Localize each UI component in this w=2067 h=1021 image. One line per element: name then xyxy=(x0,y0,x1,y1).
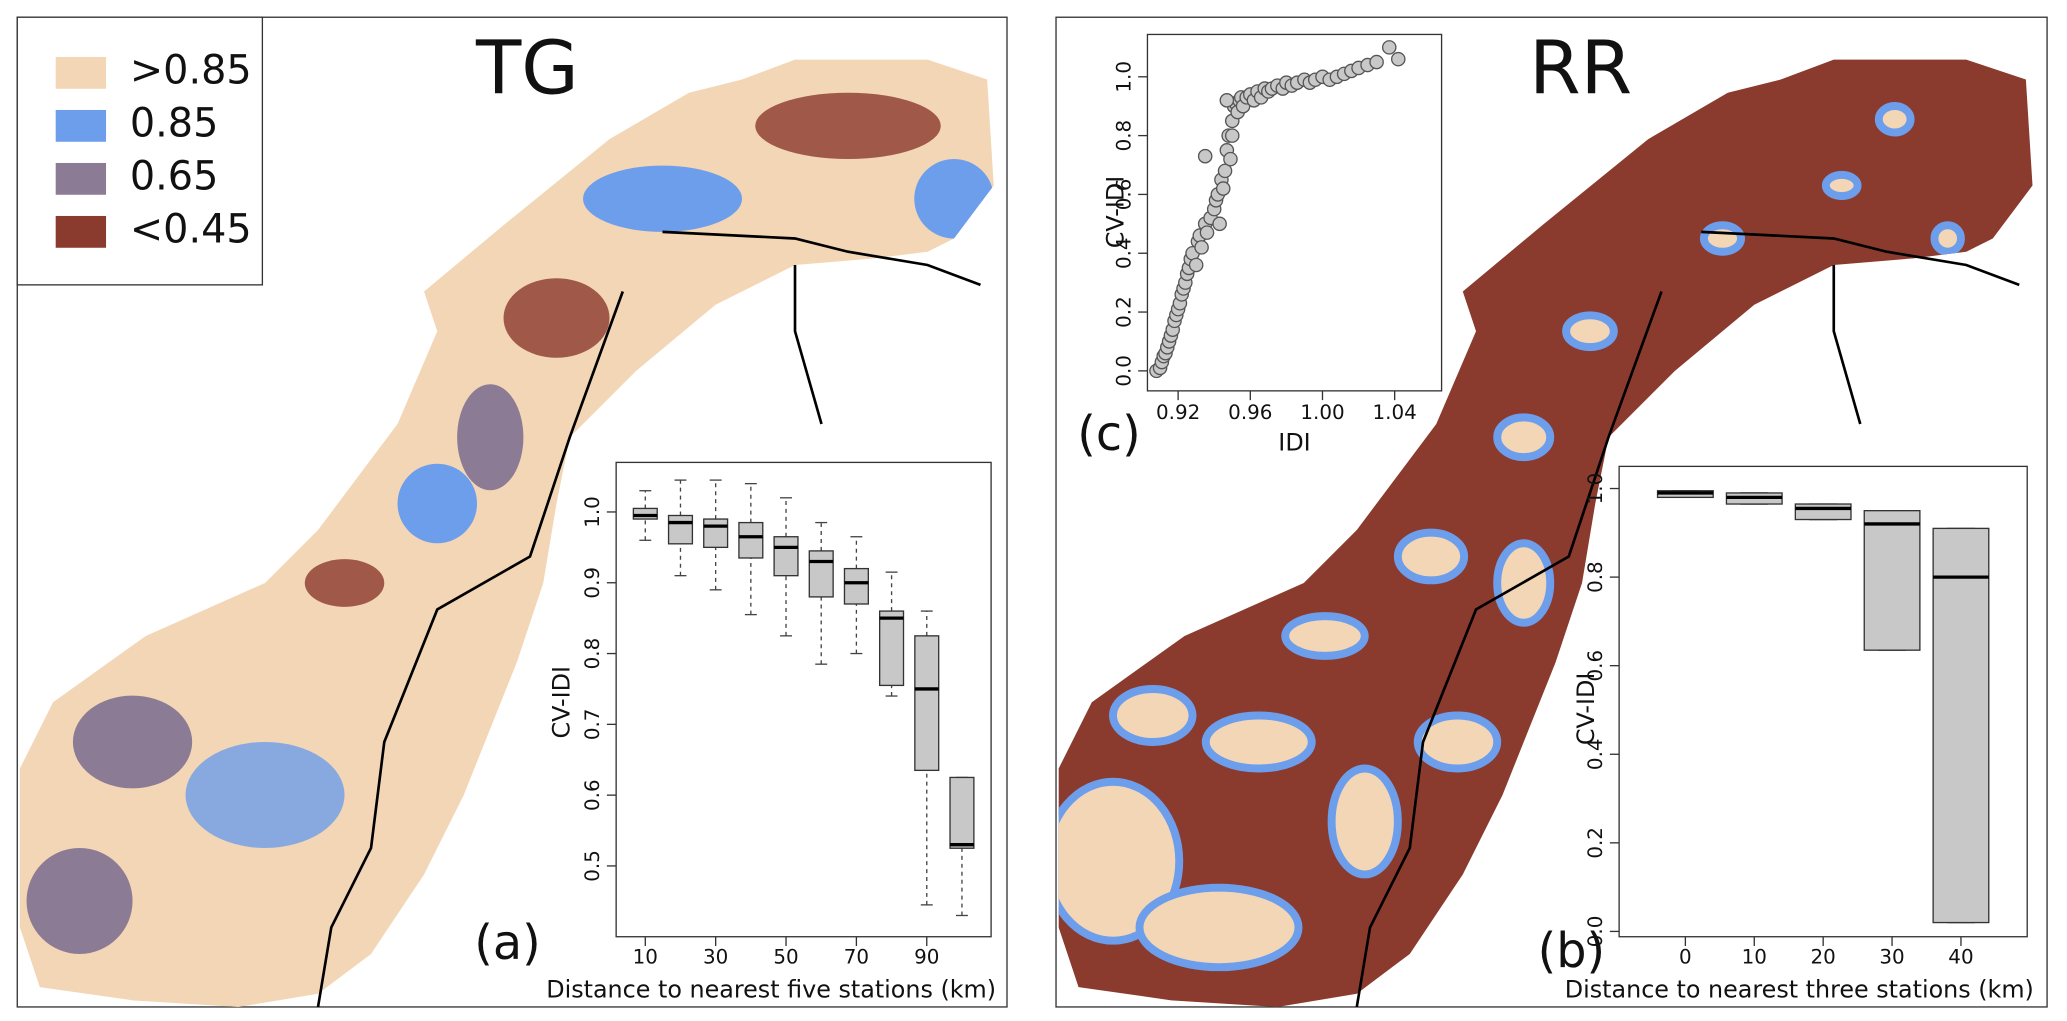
map-tg xyxy=(19,59,994,1008)
y-axis-label: CV-IDI xyxy=(548,666,576,739)
panel-label: (a) xyxy=(474,916,540,971)
point xyxy=(1194,240,1209,255)
x-tick-label: 40 xyxy=(1948,945,1973,968)
legend-label: 0.85 xyxy=(130,100,218,146)
legend-swatch xyxy=(55,162,107,195)
point xyxy=(1390,51,1406,67)
y-tick-label: 0.8 xyxy=(1584,561,1607,593)
box xyxy=(1932,527,1990,924)
map-title: RR xyxy=(1529,25,1632,111)
box xyxy=(703,518,729,549)
legend-swatch xyxy=(55,56,107,89)
box xyxy=(914,635,940,772)
x-tick-label: 30 xyxy=(1879,945,1904,968)
legend-label: <0.45 xyxy=(130,206,252,252)
y-tick-label: 0.0 xyxy=(1584,916,1607,948)
box xyxy=(1863,510,1921,651)
x-tick-label: 30 xyxy=(703,945,728,968)
x-tick-label: 70 xyxy=(844,945,869,968)
y-tick-label: 0.4 xyxy=(1584,738,1607,770)
y-tick-label: 0.2 xyxy=(1584,827,1607,859)
panel-label: (b) xyxy=(1538,924,1605,979)
y-tick-label: 0.6 xyxy=(1112,179,1135,211)
box xyxy=(808,550,834,598)
x-tick-label: 10 xyxy=(633,945,658,968)
y-tick-label: 0.5 xyxy=(581,850,604,882)
x-tick-label: 10 xyxy=(1742,945,1767,968)
x-tick-label: 50 xyxy=(773,945,798,968)
y-tick-label: 0.0 xyxy=(1112,355,1135,387)
point xyxy=(1199,225,1215,240)
legend-label: 0.65 xyxy=(130,153,218,199)
box xyxy=(773,536,799,577)
box xyxy=(1794,503,1852,521)
legend-swatch xyxy=(55,109,107,142)
y-tick-label: 1.0 xyxy=(1112,61,1135,93)
x-tick-label: 0 xyxy=(1679,945,1692,968)
box xyxy=(667,514,694,545)
y-tick-label: 0.7 xyxy=(581,709,604,741)
point xyxy=(1224,128,1240,143)
legend-swatch xyxy=(55,215,107,248)
y-tick-label: 0.8 xyxy=(581,638,604,670)
point xyxy=(1369,54,1384,70)
point xyxy=(1219,93,1235,108)
x-tick-label: 20 xyxy=(1811,945,1836,968)
point xyxy=(1212,216,1227,232)
x-axis-label: IDI xyxy=(1278,428,1310,456)
y-axis-label: CV-IDI xyxy=(1101,176,1129,249)
point xyxy=(1215,181,1231,196)
y-tick-label: 0.8 xyxy=(1112,120,1135,152)
box xyxy=(878,610,905,687)
map-rr xyxy=(1058,59,2033,1008)
x-tick-label: 1.04 xyxy=(1373,401,1417,424)
point xyxy=(1217,163,1233,179)
y-tick-label: 0.9 xyxy=(581,567,604,599)
map-title: TG xyxy=(475,25,579,111)
box xyxy=(843,567,869,605)
box xyxy=(949,776,975,849)
y-tick-label: 0.4 xyxy=(1112,237,1135,269)
x-tick-label: 0.96 xyxy=(1228,401,1272,424)
x-tick-label: 0.92 xyxy=(1156,401,1200,424)
point xyxy=(1197,148,1213,164)
x-axis-label: Distance to nearest three stations (km) xyxy=(1565,976,2034,1004)
y-tick-label: 0.6 xyxy=(581,779,604,811)
legend-label: >0.85 xyxy=(130,47,252,93)
y-tick-label: 0.6 xyxy=(1584,650,1607,682)
x-axis-label: Distance to nearest five stations (km) xyxy=(546,976,996,1004)
plot-frame xyxy=(1146,33,1443,392)
y-tick-label: 0.2 xyxy=(1112,296,1135,328)
y-axis-label: CV-IDI xyxy=(1572,673,1600,746)
x-tick-label: 90 xyxy=(914,945,939,968)
box xyxy=(738,521,764,559)
point xyxy=(1381,40,1397,55)
point xyxy=(1188,257,1204,273)
y-tick-label: 1.0 xyxy=(581,496,604,528)
legend: >0.85 0.85 0.65 <0.45 xyxy=(55,47,252,252)
x-tick-label: 1.00 xyxy=(1300,401,1344,424)
box xyxy=(632,507,658,520)
panel-label: (c) xyxy=(1077,407,1140,462)
point xyxy=(1223,151,1238,167)
y-tick-label: 1.0 xyxy=(1584,473,1607,505)
